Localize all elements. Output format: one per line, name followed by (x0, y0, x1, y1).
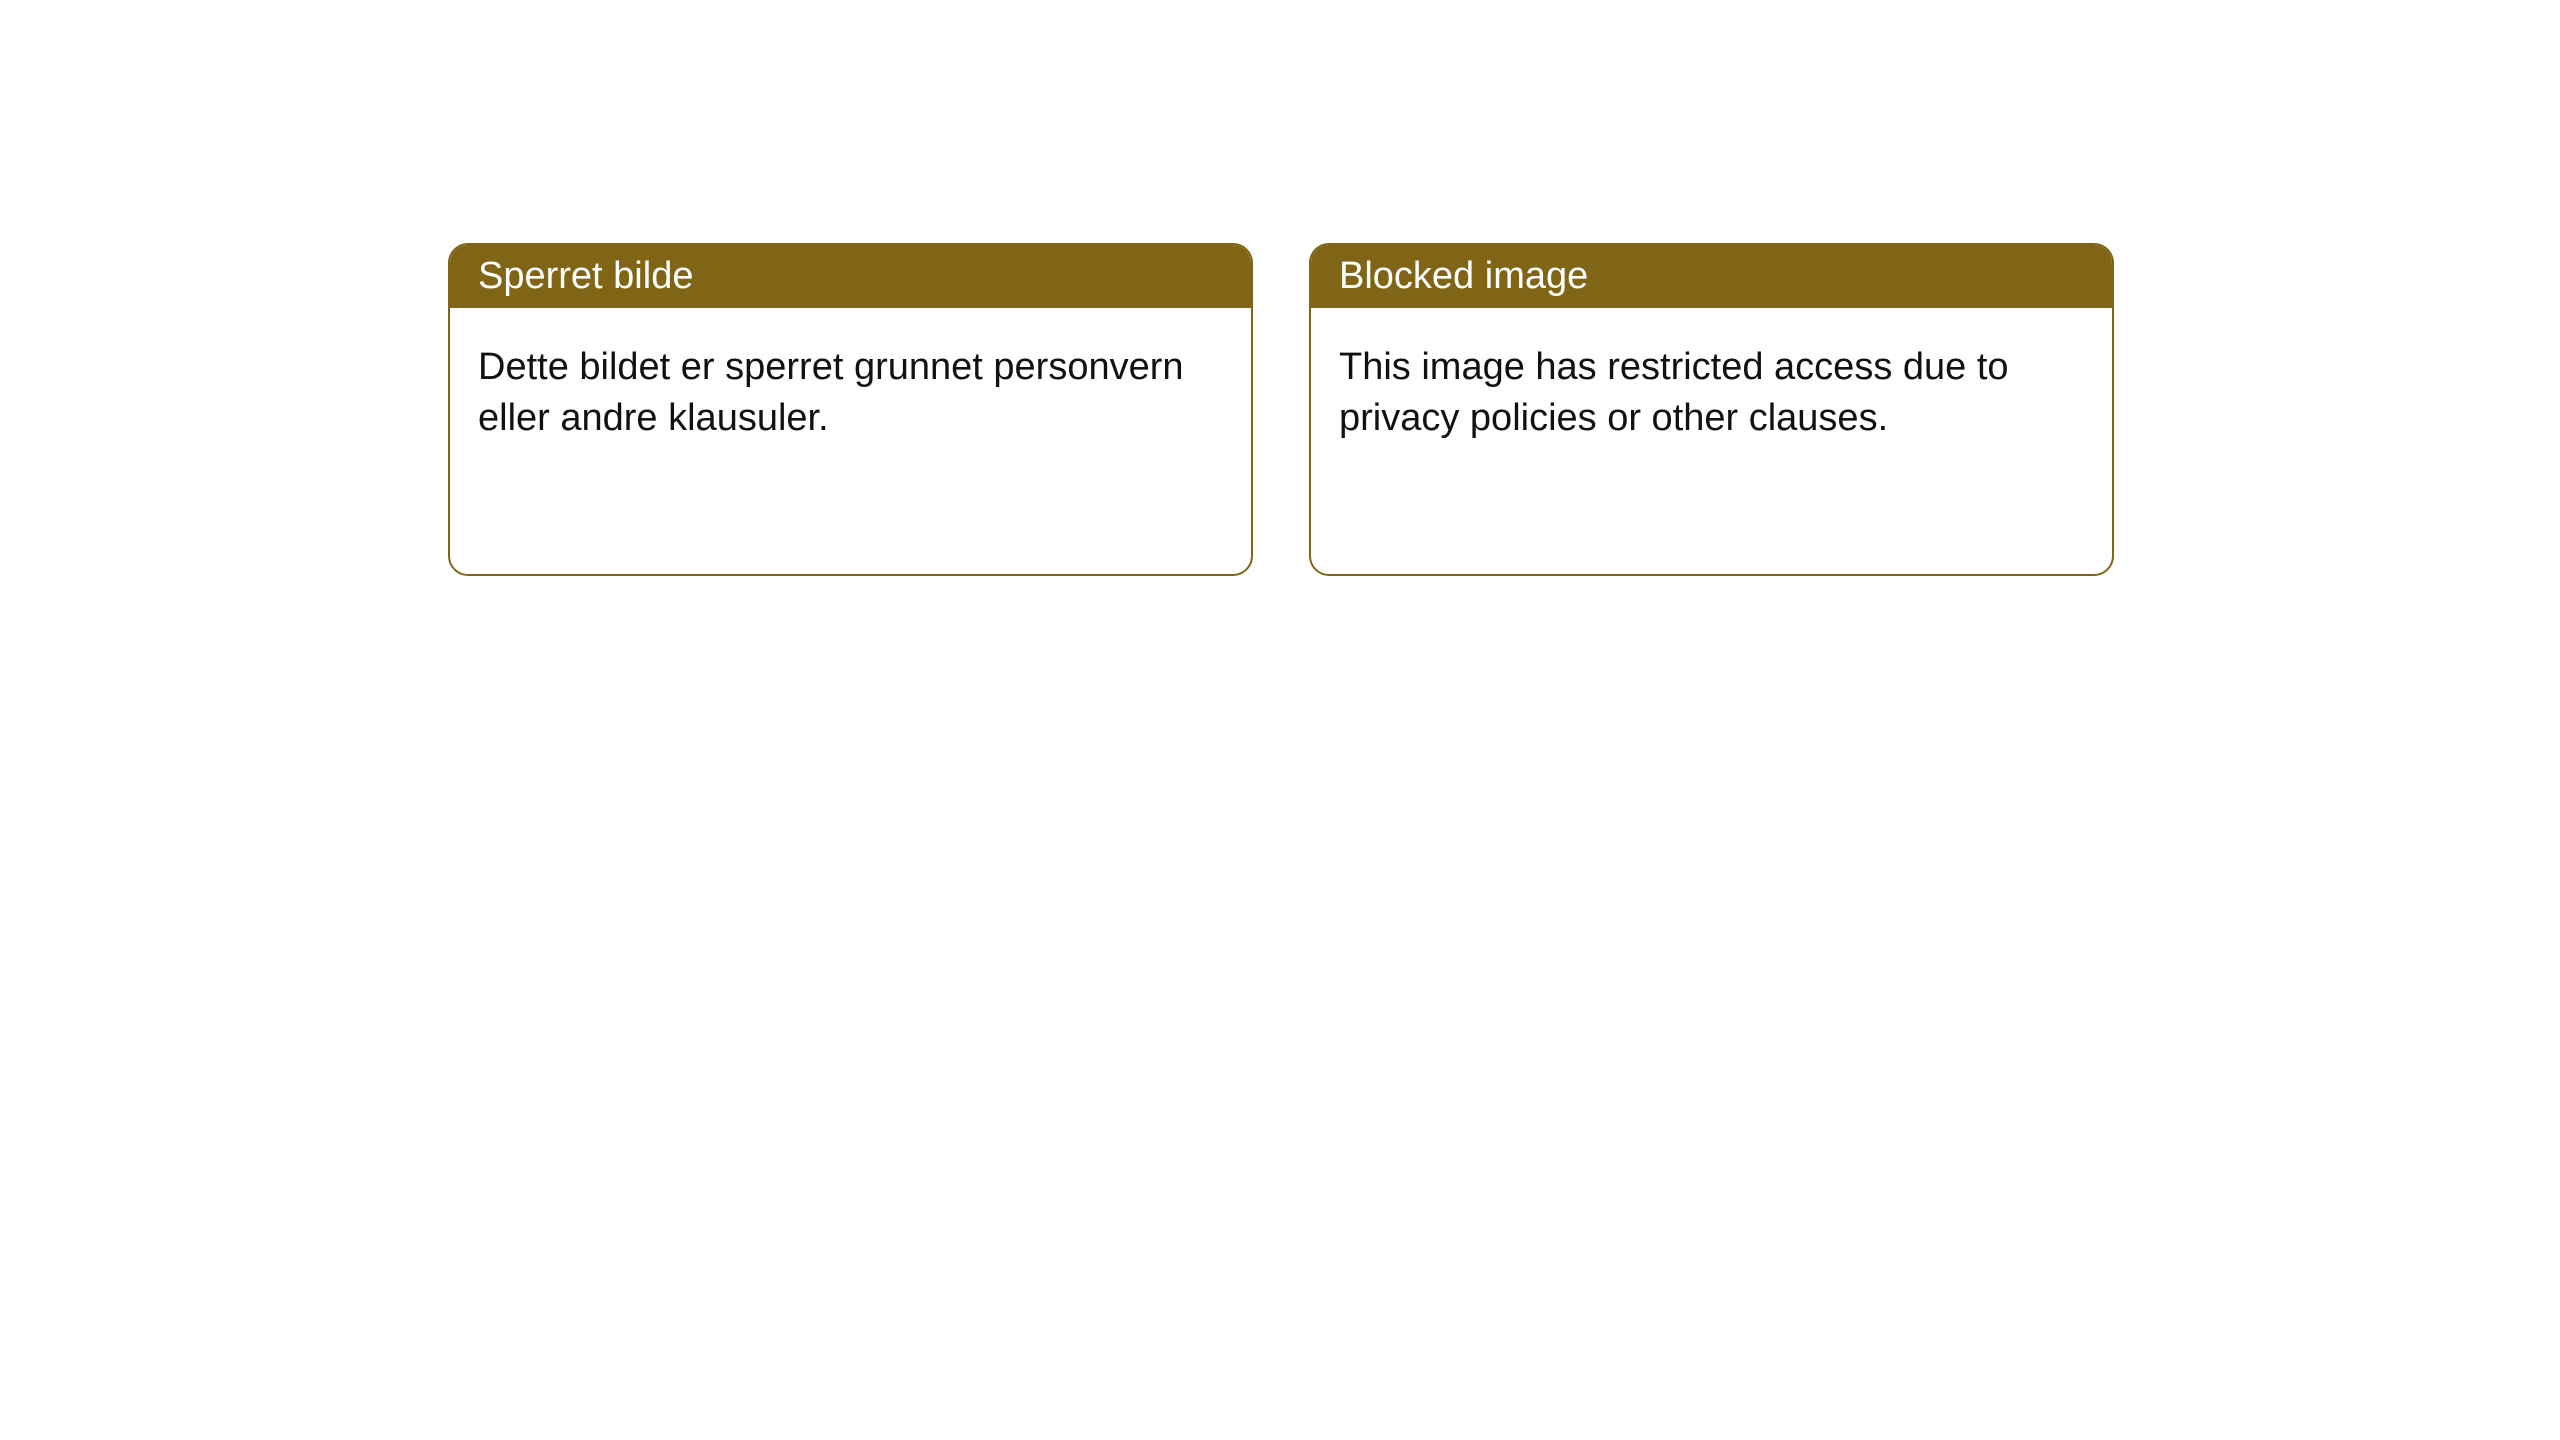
card-title: Blocked image (1339, 255, 1588, 297)
card-title: Sperret bilde (478, 255, 693, 297)
card-header: Sperret bilde (450, 245, 1251, 308)
blocked-image-card-en: Blocked image This image has restricted … (1309, 243, 2114, 576)
card-body-text: Dette bildet er sperret grunnet personve… (478, 346, 1184, 439)
cards-container: Sperret bilde Dette bildet er sperret gr… (0, 0, 2560, 576)
card-body: Dette bildet er sperret grunnet personve… (450, 308, 1251, 479)
card-body: This image has restricted access due to … (1311, 308, 2112, 479)
blocked-image-card-no: Sperret bilde Dette bildet er sperret gr… (448, 243, 1253, 576)
card-body-text: This image has restricted access due to … (1339, 346, 2009, 439)
card-header: Blocked image (1311, 245, 2112, 308)
